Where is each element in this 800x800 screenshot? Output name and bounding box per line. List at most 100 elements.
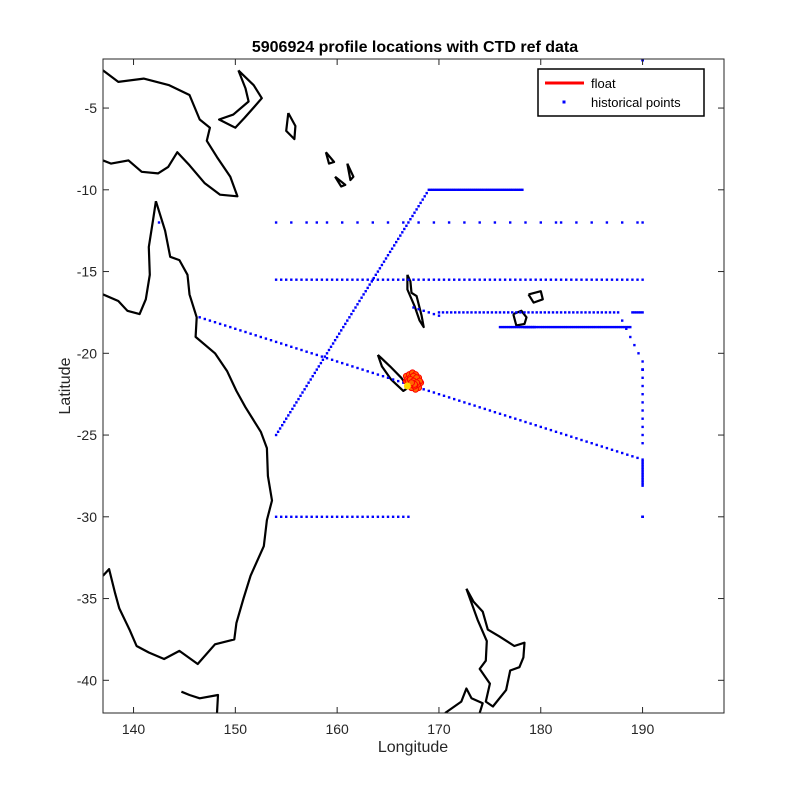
historical-point [636,456,639,460]
historical-point [445,188,449,191]
historical-point [384,257,388,260]
historical-point [281,424,284,427]
historical-point [590,442,593,445]
historical-point [463,278,466,281]
historical-point [511,325,514,329]
historical-point [502,311,506,314]
historical-point [641,460,644,463]
plot-area [102,58,725,714]
historical-point [386,221,390,224]
historical-point [415,208,418,211]
historical-point [502,325,506,329]
historical-point [290,278,293,281]
historical-point [381,375,385,378]
historical-point [323,355,327,358]
historical-point [641,469,644,473]
historical-point [417,278,420,281]
historical-point [315,221,318,224]
historical-point [437,314,441,317]
historical-point [329,345,333,348]
historical-point [341,221,344,224]
historical-point [376,278,380,281]
historical-point [432,391,436,394]
historical-point [315,515,318,518]
historical-point [570,435,573,438]
historical-point [509,221,512,224]
historical-point [350,312,353,316]
historical-point [315,278,318,281]
historical-point [543,325,546,329]
historical-point [586,325,589,329]
historical-point [458,399,461,402]
historical-point [295,278,298,281]
historical-point [637,311,640,314]
historical-point [399,234,402,237]
historical-point [442,394,446,397]
historical-point [203,317,206,321]
legend-historical-label: historical points [591,95,681,110]
historical-point [598,325,601,329]
historical-point [356,366,359,370]
historical-point [366,278,369,281]
historical-point [537,325,540,329]
historical-point [478,188,481,191]
historical-point [429,188,432,191]
historical-point [437,311,441,314]
historical-point [412,278,415,281]
historical-point [381,515,385,518]
chart-title: 5906924 profile locations with CTD ref d… [252,39,578,56]
historical-point [362,293,365,296]
historical-point [317,365,320,368]
historical-point [517,325,520,329]
historical-point [371,515,374,518]
historical-point [551,325,555,329]
historical-point [425,191,428,195]
historical-point [453,278,456,281]
historical-point [513,325,516,329]
historical-point [229,325,232,329]
historical-point [641,433,644,437]
historical-point [234,327,237,330]
historical-point [626,453,629,456]
historical-point [244,330,247,334]
historical-point [602,325,606,329]
historical-point [544,427,547,430]
historical-point [320,278,324,281]
historical-point [545,325,549,329]
historical-point [482,311,485,314]
historical-point [417,205,420,208]
historical-point [313,371,316,375]
historical-point [629,325,632,329]
historical-point [572,325,575,329]
historical-point [361,515,364,518]
historical-point [612,325,616,329]
historical-point [527,311,530,314]
historical-point [391,515,395,518]
historical-point [478,406,481,409]
coastline-segment [324,151,336,165]
historical-point [606,325,610,329]
historical-point [447,188,451,191]
historical-point [641,425,644,429]
historical-point [325,278,329,281]
historical-point [515,325,518,329]
historical-point [454,311,457,314]
historical-point [637,352,640,355]
historical-point [470,188,473,191]
historical-point [507,311,510,314]
historical-point [462,311,465,314]
historical-point [641,463,644,466]
historical-point [572,311,575,314]
historical-point [432,312,436,316]
historical-point [427,389,430,393]
historical-point [395,240,398,244]
historical-point [259,335,262,339]
historical-point [641,464,644,468]
historical-point [507,325,510,329]
plot-frame [102,58,725,714]
historical-point [610,448,614,451]
historical-point [605,278,609,281]
historical-point [351,515,354,518]
historical-point [641,384,644,388]
historical-point [208,319,212,322]
